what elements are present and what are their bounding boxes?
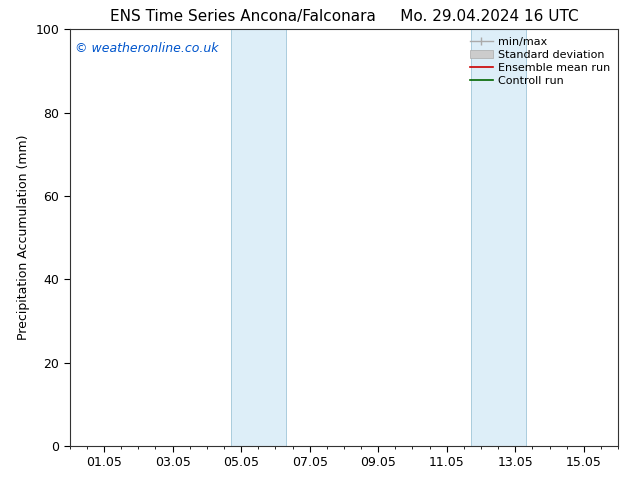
- Title: ENS Time Series Ancona/Falconara     Mo. 29.04.2024 16 UTC: ENS Time Series Ancona/Falconara Mo. 29.…: [110, 9, 578, 24]
- Text: © weatheronline.co.uk: © weatheronline.co.uk: [75, 42, 219, 55]
- Legend: min/max, Standard deviation, Ensemble mean run, Controll run: min/max, Standard deviation, Ensemble me…: [468, 35, 612, 88]
- Y-axis label: Precipitation Accumulation (mm): Precipitation Accumulation (mm): [17, 135, 30, 341]
- Bar: [231, 29, 286, 446]
- Bar: [471, 29, 526, 446]
